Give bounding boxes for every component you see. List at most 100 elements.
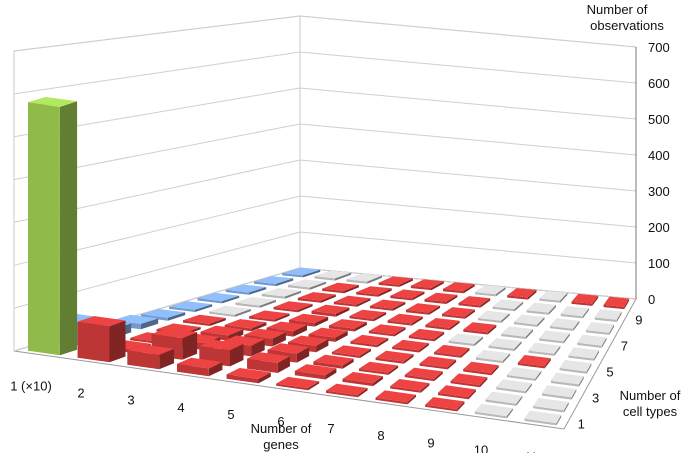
bar-top-face: [390, 379, 430, 391]
bar-front-face: [404, 374, 435, 382]
x-tick-label: 5: [227, 407, 234, 422]
bar-top-face: [261, 288, 301, 297]
bar-top-face: [485, 391, 523, 404]
bar-right-face: [465, 309, 475, 319]
bar-top-face: [199, 339, 244, 351]
bar-right-face: [457, 401, 465, 412]
bar-top-face: [169, 301, 213, 310]
bar-top-face: [342, 372, 383, 384]
bar-top-face: [311, 304, 350, 314]
bar-top-face: [333, 295, 371, 305]
bar: [375, 350, 414, 364]
bar-right-face: [491, 365, 499, 376]
bar-front-face: [424, 299, 447, 304]
bar-top-face: [404, 367, 443, 379]
bar-front-face: [247, 358, 278, 373]
bar-right-face: [420, 383, 430, 393]
bar-front-face: [560, 313, 583, 319]
bar-top-face: [249, 310, 290, 320]
bar-top-face: [375, 390, 416, 403]
bar-front-face: [141, 314, 168, 321]
bar-top-face: [463, 322, 497, 333]
bar-right-face: [544, 358, 551, 369]
bar-right-face: [344, 285, 359, 294]
bar-front-face: [528, 350, 555, 356]
bar-right-face: [182, 332, 198, 360]
bar-front-face: [326, 390, 358, 398]
bar-front-face: [476, 357, 503, 364]
bar-top-face: [507, 367, 542, 379]
bar-right-face: [275, 278, 294, 287]
bar-front-face: [359, 368, 389, 375]
bar-right-face: [259, 299, 276, 308]
bar-right-face: [388, 365, 399, 375]
bar-front-face: [314, 276, 335, 281]
bar-front-face: [356, 292, 379, 297]
bar: [127, 344, 174, 370]
z-tick-label: 200: [648, 220, 670, 235]
bar-front-face: [346, 279, 368, 284]
bar: [571, 293, 599, 306]
bar: [183, 314, 226, 326]
bar: [370, 299, 406, 311]
bar-top-face: [141, 309, 186, 318]
bar-top-face: [551, 372, 584, 385]
bar: [594, 309, 622, 322]
bar-front-face: [550, 326, 574, 331]
bar-right-face: [525, 329, 533, 339]
bar-right-face: [563, 402, 569, 413]
bar: [333, 295, 371, 307]
bar-right-face: [560, 292, 568, 303]
bar: [476, 350, 511, 364]
bar-right-face: [582, 308, 589, 319]
bar-top-face: [450, 373, 488, 385]
bar-front-face: [308, 334, 336, 342]
bar: [346, 273, 382, 284]
bar-top-face: [297, 292, 336, 301]
bar-front-face: [507, 375, 536, 381]
bar-right-face: [310, 281, 326, 290]
bar-right-face: [431, 281, 444, 291]
bar-top-face: [77, 316, 126, 327]
bar-front-face: [294, 371, 326, 380]
bar: [507, 367, 542, 381]
bar-right-face: [474, 336, 483, 347]
bar-top-face: [419, 356, 457, 368]
bar-front-face: [177, 363, 209, 377]
bar-front-face: [349, 316, 374, 322]
bar-right-face: [434, 371, 443, 382]
bar-front-face: [273, 307, 298, 313]
x-tick-label: 6: [277, 414, 284, 429]
bar-front-face: [526, 310, 549, 315]
y-tick-label: 9: [635, 313, 642, 328]
bars: [28, 97, 630, 426]
bar-front-face: [406, 310, 430, 315]
bar-top-face: [356, 286, 392, 295]
bar-front-face: [542, 393, 572, 400]
bar: [539, 330, 570, 344]
bar-front-face: [496, 387, 526, 394]
bar: [28, 97, 78, 356]
bar: [322, 282, 359, 294]
z-axis-title-line2: observations: [590, 18, 664, 33]
bar-front-face: [209, 311, 235, 317]
bar: [524, 410, 562, 426]
bar-right-face: [194, 304, 213, 312]
bar-top-face: [526, 302, 556, 313]
bar-right-face: [479, 377, 488, 388]
bar-top-face: [501, 326, 533, 337]
bar: [492, 299, 524, 312]
bar-top-face: [559, 360, 592, 372]
bar-top-face: [550, 318, 580, 329]
bar-top-face: [474, 403, 513, 417]
y-tick-label: 5: [606, 365, 613, 380]
bar-right-face: [378, 288, 392, 297]
gridline: [13, 87, 637, 138]
bar-top-face: [127, 344, 174, 355]
bar-front-face: [322, 288, 345, 294]
bar: [410, 279, 444, 291]
bar: [463, 361, 499, 376]
bar-front-face: [442, 314, 466, 319]
bar: [141, 309, 186, 321]
bar-front-face: [226, 374, 259, 384]
